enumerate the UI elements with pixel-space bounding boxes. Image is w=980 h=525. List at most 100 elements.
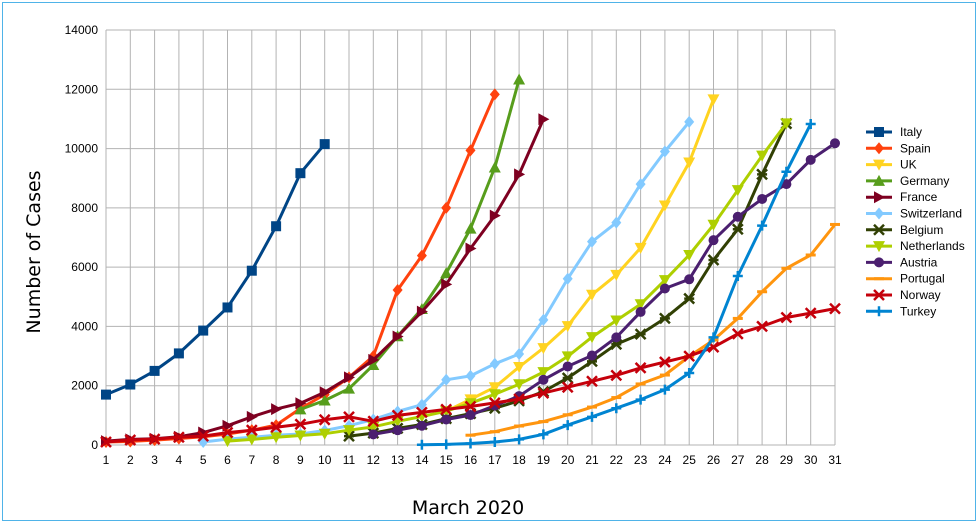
legend-item-austria: Austria (866, 255, 938, 269)
data-point-norway (440, 403, 453, 416)
data-point-france (271, 403, 283, 416)
data-point-austria (757, 193, 768, 204)
data-point-belgium (561, 372, 574, 384)
legend-label: France (900, 190, 938, 204)
data-point-spain (489, 88, 500, 101)
data-point-uk (683, 157, 696, 169)
data-point-portugal (538, 420, 549, 424)
x-tick-label: 25 (683, 453, 697, 467)
data-point-france (514, 168, 526, 181)
x-tick-label: 18 (512, 453, 526, 467)
y-tick-label: 0 (91, 438, 98, 452)
series-portugal (465, 222, 840, 437)
legend-item-turkey: Turkey (866, 304, 936, 318)
series-line-germany (299, 79, 521, 411)
y-tick-label: 12000 (65, 82, 99, 96)
data-point-austria (538, 374, 549, 385)
data-point-norway (245, 424, 258, 437)
data-point-norway (221, 426, 234, 439)
data-point-norway (488, 397, 501, 409)
data-point-uk (610, 269, 623, 281)
data-point-switzerland (489, 357, 500, 370)
legend-label: UK (900, 158, 917, 172)
data-point-netherlands (221, 436, 234, 448)
legend-item-uk: UK (866, 158, 917, 172)
data-point-austria (441, 414, 452, 425)
data-point-netherlands (245, 434, 258, 446)
legend-label: Portugal (900, 272, 945, 286)
x-tick-label: 29 (780, 453, 794, 467)
data-point-belgium (756, 168, 768, 181)
data-point-portugal (465, 433, 476, 437)
data-point-turkey (489, 437, 500, 448)
data-point-spain (441, 201, 452, 214)
data-point-france (538, 113, 550, 126)
data-point-austria (732, 211, 743, 222)
data-point-netherlands (343, 425, 355, 437)
x-tick-label: 23 (634, 453, 648, 467)
data-point-uk (658, 200, 671, 212)
x-tick-label: 19 (537, 453, 551, 467)
x-axis-label: March 2020 (412, 497, 524, 519)
data-point-turkey (441, 439, 452, 450)
legend-swatch-marker (874, 191, 885, 204)
legend-label: Austria (900, 255, 938, 269)
data-point-netherlands (634, 299, 647, 311)
data-point-portugal (830, 222, 840, 226)
data-point-netherlands (294, 430, 307, 442)
data-point-netherlands (513, 379, 526, 391)
legend-swatch-marker (873, 174, 885, 186)
data-point-france (246, 410, 258, 423)
chart-series (100, 73, 841, 450)
legend-item-italy: Italy (866, 125, 922, 139)
legend-swatch-marker (873, 159, 885, 171)
x-tick-label: 7 (248, 453, 255, 467)
y-axis-label: Number of Cases (23, 170, 45, 333)
data-point-turkey (781, 166, 792, 177)
data-point-norway (683, 350, 696, 362)
data-point-norway (367, 415, 380, 428)
y-tick-label: 6000 (71, 260, 98, 274)
x-tick-label: 1 (103, 453, 110, 467)
data-point-turkey (805, 118, 816, 129)
data-point-france (416, 305, 428, 318)
data-point-germany (294, 403, 307, 415)
y-tick-label: 14000 (65, 23, 99, 37)
chart-legend: Italy Spain UK Germany France Switzerland Belg… (866, 125, 965, 318)
data-point-france (295, 397, 307, 410)
data-point-germany (464, 222, 477, 234)
data-point-switzerland (684, 115, 695, 128)
legend-label: Netherlands (900, 239, 965, 253)
data-point-norway (416, 406, 428, 419)
data-point-norway (756, 320, 768, 333)
data-point-italy (101, 389, 111, 400)
x-tick-label: 20 (561, 453, 575, 467)
data-point-portugal (514, 424, 525, 428)
legend-swatch-marker (874, 127, 884, 137)
data-point-netherlands (488, 389, 501, 401)
data-point-spain (392, 283, 403, 296)
data-point-italy (222, 302, 233, 313)
data-point-netherlands (683, 249, 696, 261)
legend-swatch-marker (874, 277, 884, 281)
x-tick-label: 10 (318, 453, 332, 467)
data-point-france (319, 386, 331, 399)
data-point-italy (271, 221, 282, 232)
data-point-belgium (659, 312, 671, 325)
data-point-germany (343, 382, 355, 394)
data-point-austria (368, 429, 379, 440)
data-point-norway (634, 362, 647, 374)
data-point-austria (392, 425, 403, 436)
data-point-norway (100, 436, 112, 448)
x-tick-label: 2 (127, 453, 134, 467)
x-tick-label: 8 (273, 453, 280, 467)
data-point-france (441, 278, 453, 291)
legend-swatch-marker (874, 257, 884, 268)
data-point-switzerland (562, 272, 573, 285)
data-point-italy (198, 325, 209, 336)
data-point-france (344, 371, 355, 384)
data-point-uk (561, 321, 574, 333)
y-tick-label: 2000 (71, 379, 98, 393)
x-tick-label: 9 (297, 453, 304, 467)
legend-label: Germany (900, 174, 949, 188)
